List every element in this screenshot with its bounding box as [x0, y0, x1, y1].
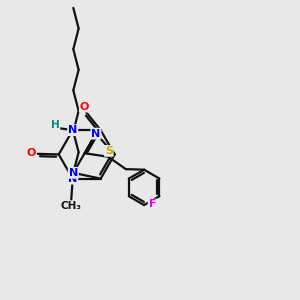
Text: N: N — [68, 125, 77, 135]
Text: CH₃: CH₃ — [61, 201, 82, 211]
Text: O: O — [26, 148, 36, 158]
Text: N: N — [69, 168, 78, 178]
Text: N: N — [91, 129, 101, 139]
Text: N: N — [68, 174, 77, 184]
Text: O: O — [80, 102, 89, 112]
Text: F: F — [148, 200, 156, 209]
Text: S: S — [105, 146, 113, 156]
Text: H: H — [51, 120, 59, 130]
